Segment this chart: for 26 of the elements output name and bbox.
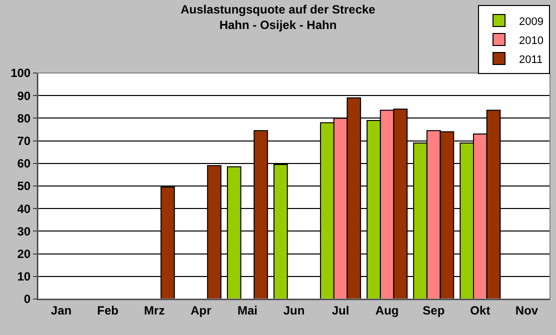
y-tick-label: 30	[17, 224, 31, 238]
y-tick-label: 10	[17, 270, 31, 284]
x-tick-label: Nov	[515, 303, 538, 318]
y-tick-label: 80	[17, 111, 31, 126]
y-tick-label: 60	[17, 156, 31, 171]
x-tick-label: Sep	[422, 303, 445, 318]
x-tick-label: Jul	[332, 303, 350, 318]
x-tick-label: Apr	[190, 303, 212, 318]
y-tick-label: 100	[10, 66, 31, 80]
y-tick-label: 20	[17, 247, 31, 261]
y-tick-label: 70	[17, 134, 31, 148]
x-tick-label: Mrz	[144, 303, 165, 318]
legend-label: 2009	[519, 16, 544, 28]
y-tick-label: 0	[24, 292, 31, 306]
x-tick-label: Jan	[50, 303, 72, 318]
chart-title: Auslastungsquote auf der Strecke Hahn - Osijek - Hahn	[180, 2, 376, 32]
y-tick-label: 90	[17, 88, 31, 103]
y-tick-label: 50	[17, 179, 31, 194]
legend-label: 2011	[519, 54, 543, 66]
y-tick-label: 40	[17, 202, 31, 216]
legend-label: 2010	[519, 34, 544, 47]
x-tick-label: Feb	[97, 303, 118, 318]
x-tick-label: Mai	[237, 303, 258, 318]
x-tick-label: Aug	[375, 303, 399, 318]
x-tick-label: Jun	[283, 303, 305, 318]
x-tick-label: Okt	[470, 303, 490, 318]
